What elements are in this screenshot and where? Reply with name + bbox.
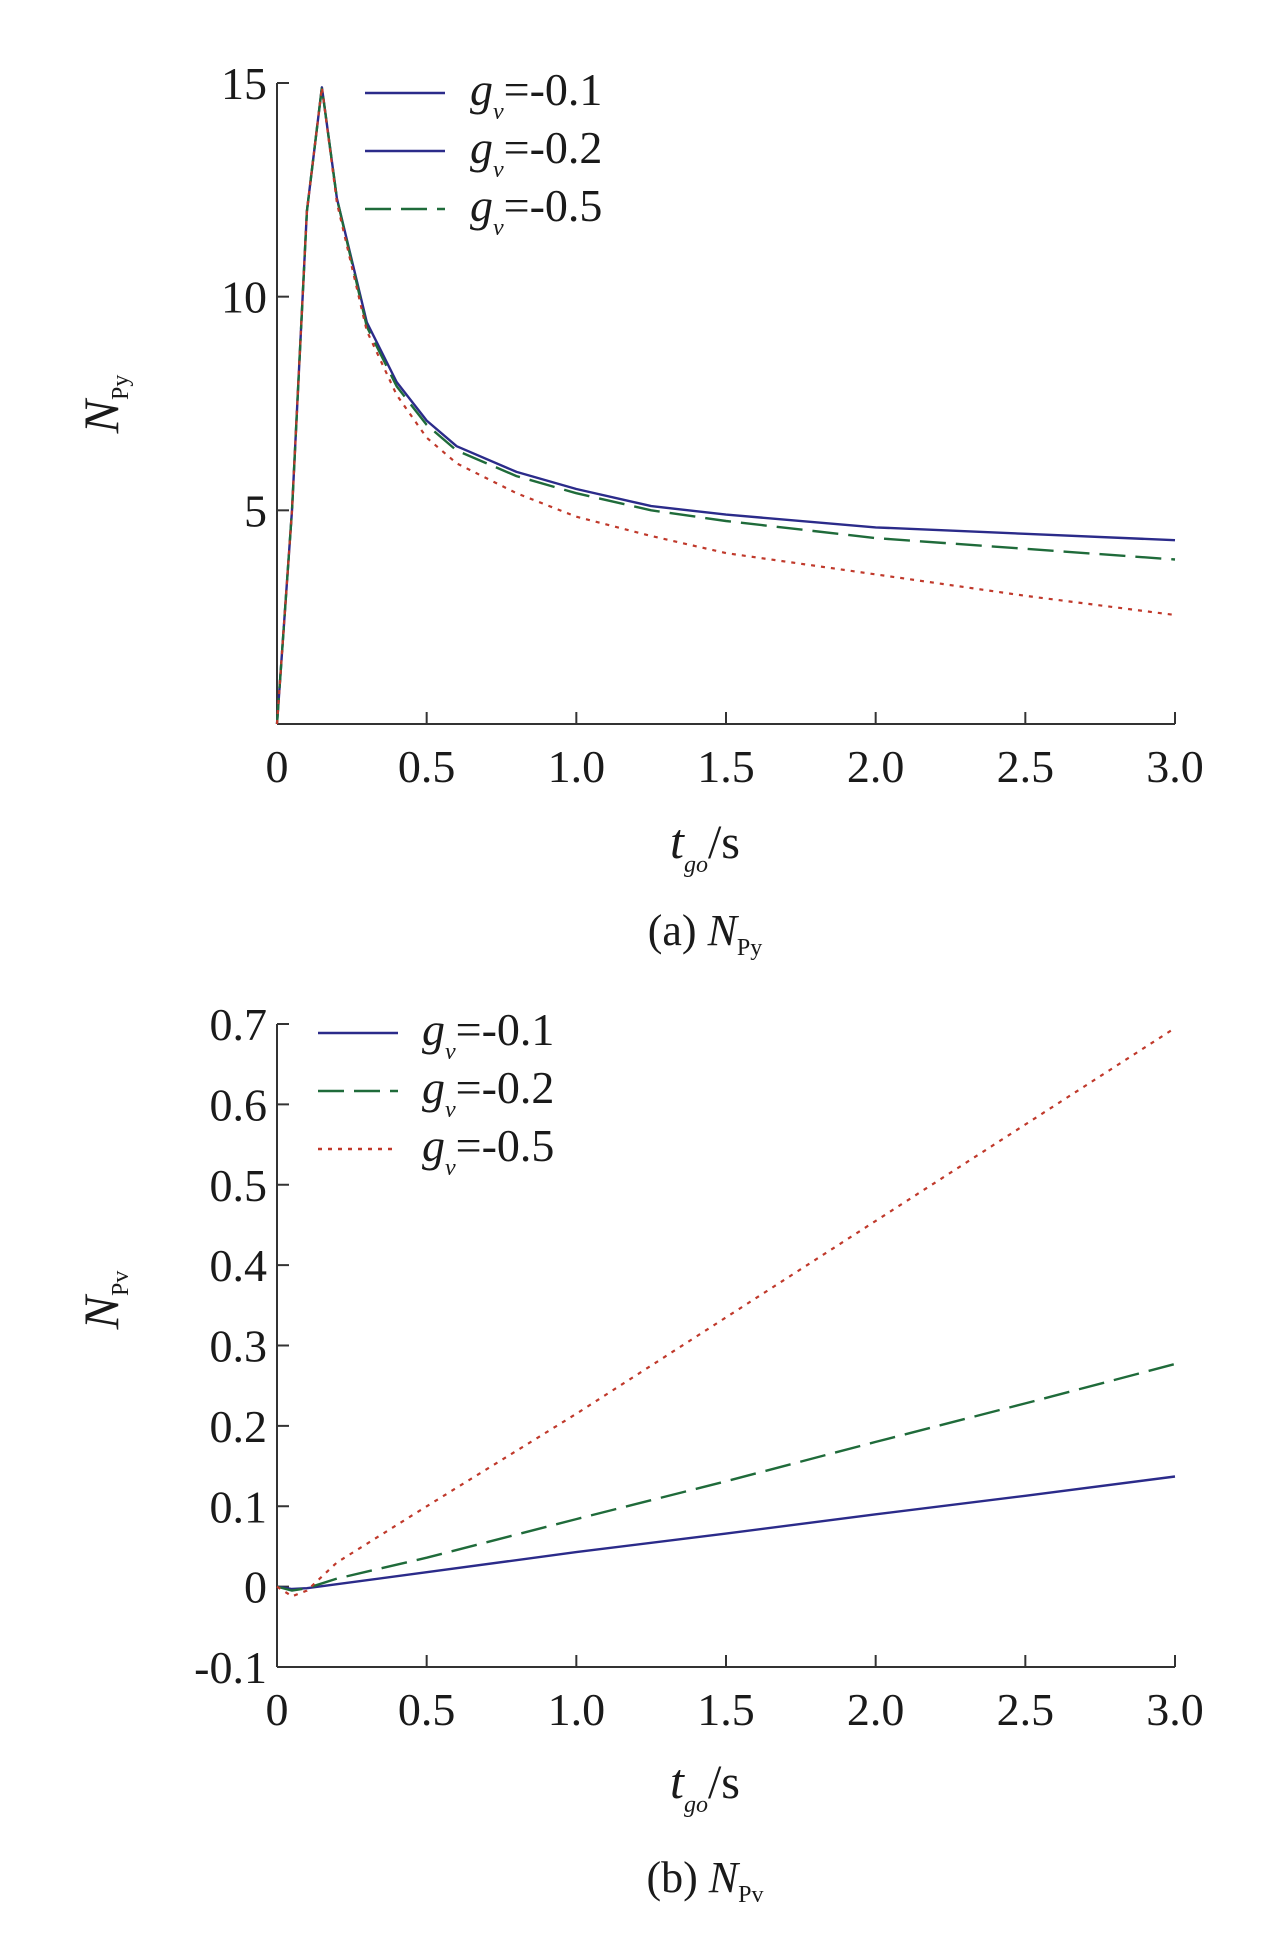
y-tick-label: -0.1 (194, 1642, 267, 1693)
x-tick-label: 1.0 (548, 741, 606, 792)
y-tick-label: 0.1 (210, 1481, 268, 1532)
series-line-1 (276, 1475, 1176, 1591)
y-axis-label: NPv (73, 1271, 134, 1331)
x-tick-label: 0.5 (398, 741, 456, 792)
y-tick-label: 10 (221, 272, 267, 323)
y-tick-label: 0.7 (210, 999, 268, 1050)
y-tick-label: 5 (244, 485, 267, 536)
series-line-2 (276, 1362, 1176, 1592)
x-tick-label: 0.5 (398, 1684, 456, 1735)
x-tick-label: 2.5 (997, 741, 1055, 792)
x-tick-label: 0 (266, 1684, 289, 1735)
series-line-3 (276, 1027, 1176, 1598)
y-tick-label: 0.6 (210, 1079, 268, 1130)
legend-label: gv=-0.5 (422, 1120, 554, 1181)
legend-label: gv=-0.1 (470, 64, 602, 125)
series-line-2 (275, 86, 1176, 725)
y-tick-label: 0.4 (210, 1240, 268, 1291)
chart-caption: (b) NPv (646, 1853, 763, 1908)
chart-b: 0 0.5 1.0 1.5 2.0 2.5 3.0-0.100.10.20.30.40.50… (73, 999, 1204, 1908)
y-tick-label: 0.3 (210, 1321, 268, 1372)
x-tick-label: 1.0 (548, 1684, 606, 1735)
x-tick-label: 1.5 (697, 741, 755, 792)
legend-label: gv=-0.2 (422, 1062, 554, 1123)
legend-label: gv=-0.1 (422, 1004, 554, 1065)
x-tick-label: 3.0 (1146, 741, 1204, 792)
y-tick-label: 0.2 (210, 1401, 268, 1452)
chart-caption: (a) NPy (648, 906, 763, 961)
legend-label: gv=-0.2 (470, 122, 602, 183)
x-tick-label: 2.0 (847, 741, 905, 792)
x-tick-label: 1.5 (697, 1684, 755, 1735)
x-tick-label: 3.0 (1146, 1684, 1204, 1735)
x-axis-label: tgo/s (670, 813, 740, 878)
chart-a: 0 0.5 1.0 1.5 2.0 2.5 3.0 5 10 15 gv=-0.1gv=-0.2gv… (73, 58, 1204, 961)
x-axis-label: tgo/s (670, 1753, 740, 1818)
y-axis-label: NPy (73, 375, 134, 435)
y-tick-label: 0.5 (210, 1160, 268, 1211)
y-tick-label: 0 (244, 1562, 267, 1613)
y-tick-label: 15 (221, 58, 267, 109)
x-tick-label: 0 (266, 741, 289, 792)
x-tick-label: 2.0 (847, 1684, 905, 1735)
x-tick-label: 2.5 (997, 1684, 1055, 1735)
legend-label: gv=-0.5 (470, 180, 602, 241)
